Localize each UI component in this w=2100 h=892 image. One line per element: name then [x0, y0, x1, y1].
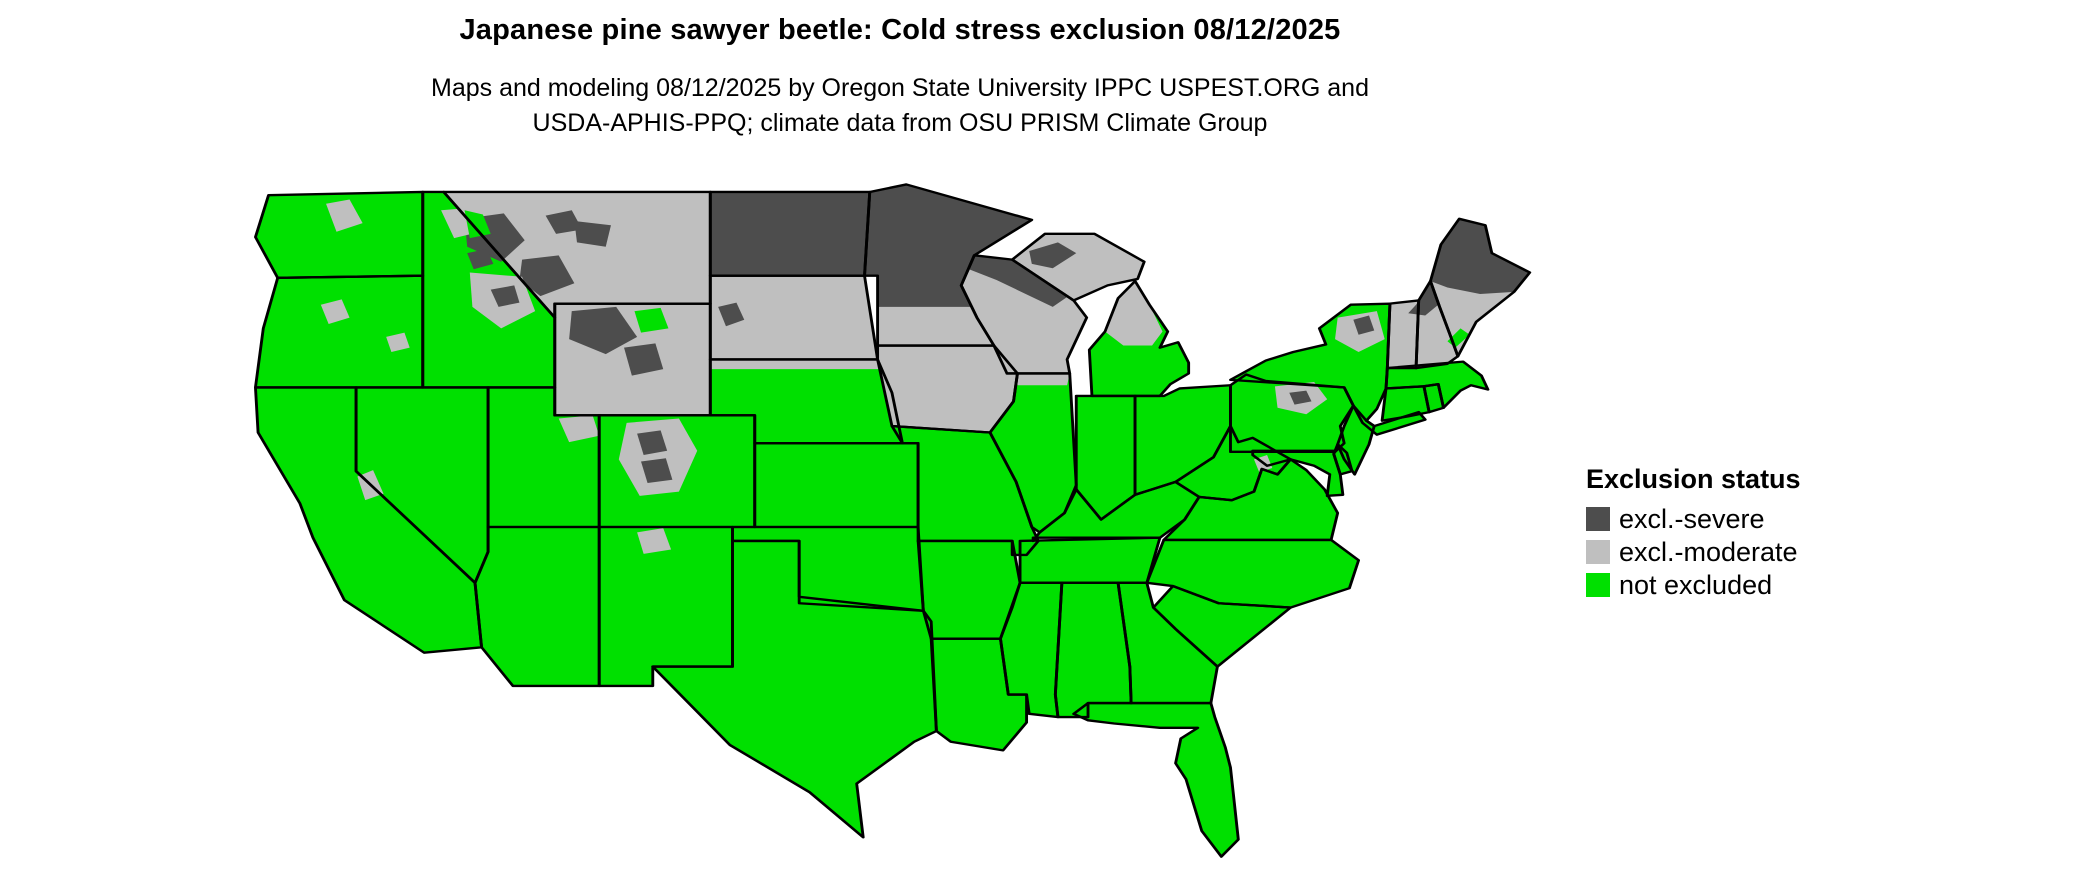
patch-moderate-20: [386, 332, 410, 352]
us-exclusion-map: [254, 183, 1532, 858]
region-iowa: [877, 345, 1018, 433]
patch-severe-15: [637, 430, 668, 456]
legend-swatch-not_excluded: [1586, 573, 1610, 597]
patch-not_excluded-13: [464, 210, 491, 239]
patch-not_excluded-12: [634, 307, 669, 333]
legend-label: excl.-moderate: [1619, 537, 1798, 567]
region-arkansas: [918, 540, 1021, 639]
region-florida: [1073, 703, 1239, 857]
state-borders: [254, 183, 1532, 858]
border-maryland: [1251, 449, 1345, 498]
patch-severe-33: [1430, 218, 1530, 294]
region-illinois: [989, 373, 1077, 533]
region-texas: [652, 540, 937, 838]
border-massachusetts: [1384, 360, 1490, 409]
region-tennessee: [1020, 537, 1160, 583]
patch-severe-4: [574, 220, 611, 247]
region-mississippi: [1000, 582, 1062, 718]
patch-severe-29: [1289, 390, 1312, 405]
exclusion-patches: [320, 184, 1530, 554]
region-nebraska: [710, 359, 903, 444]
figure-header: Japanese pine sawyer beetle: Cold stress…: [0, 14, 1800, 141]
border-michigan-lower: [1087, 279, 1191, 398]
legend-label: not excluded: [1619, 570, 1773, 600]
state-fills: [255, 184, 1530, 857]
subtitle-line-2: USDA-APHIS-PPQ; climate data from OSU PR…: [532, 109, 1268, 137]
region-vermont: [1387, 300, 1419, 369]
map-title: Japanese pine sawyer beetle: Cold stress…: [459, 14, 1341, 46]
region-missouri: [891, 426, 1039, 555]
region-oregon: [255, 275, 423, 388]
border-virginia: [1162, 458, 1340, 542]
patch-severe-11: [624, 343, 664, 376]
map-subtitle: Maps and modeling 08/12/2025 by Oregon S…: [0, 71, 1800, 141]
patch-severe-8: [490, 285, 520, 307]
region-arizona: [475, 527, 600, 686]
legend-items: excl.-severe excl.-moderate not excluded: [1586, 505, 1801, 599]
patch-severe-3: [519, 255, 575, 297]
region-washington: [255, 191, 423, 278]
region-california: [255, 387, 482, 653]
region-alabama: [1055, 582, 1132, 718]
border-michigan-upper: [1010, 232, 1146, 302]
legend-item: not excluded: [1586, 571, 1801, 599]
border-maine: [1429, 217, 1532, 358]
legend-label: excl.-severe: [1619, 504, 1765, 534]
region-north-carolina: [1146, 539, 1359, 608]
legend-title: Exclusion status: [1586, 464, 1801, 494]
patch-severe-0: [864, 184, 1032, 307]
border-illinois: [988, 372, 1078, 534]
border-florida: [1072, 701, 1240, 858]
region-louisiana: [931, 638, 1027, 751]
patch-severe-5: [545, 210, 583, 234]
region-maryland: [1252, 450, 1343, 496]
legend: Exclusion status excl.-severe excl.-moder…: [1586, 464, 1801, 604]
patch-moderate-23: [1006, 373, 1070, 386]
border-mississippi: [999, 581, 1064, 719]
region-virginia: [1163, 459, 1338, 540]
patch-moderate-19: [320, 299, 350, 325]
legend-swatch-severe: [1586, 507, 1610, 531]
patch-moderate-24: [710, 359, 883, 370]
region-georgia: [1118, 582, 1218, 704]
region-south-dakota: [710, 275, 878, 360]
region-kansas: [754, 443, 919, 527]
border-texas: [651, 539, 938, 839]
region-ohio: [1135, 385, 1231, 495]
patch-moderate-18: [326, 199, 363, 232]
region-wisconsin: [961, 255, 1087, 374]
border-new-york: [1229, 302, 1427, 436]
region-new-mexico: [599, 527, 733, 686]
region-north-dakota: [710, 191, 870, 276]
region-massachusetts: [1386, 361, 1488, 408]
patch-moderate-22: [637, 528, 672, 554]
region-oklahoma: [732, 527, 924, 611]
patch-severe-1: [966, 255, 1069, 307]
patch-moderate-17: [558, 415, 600, 443]
region-kentucky: [1033, 481, 1200, 541]
patch-severe-16: [641, 458, 673, 483]
border-new-jersey: [1336, 404, 1376, 476]
subtitle-line-1: Maps and modeling 08/12/2025 by Oregon S…: [431, 74, 1369, 102]
region-indiana: [1076, 395, 1136, 520]
patch-severe-34: [1408, 283, 1439, 316]
legend-item: excl.-severe: [1586, 505, 1801, 533]
patch-severe-25: [718, 302, 745, 327]
legend-item: excl.-moderate: [1586, 538, 1801, 566]
patch-severe-9: [467, 248, 494, 270]
region-nevada: [356, 387, 489, 583]
patch-severe-26: [1029, 242, 1077, 269]
patch-severe-10: [569, 306, 638, 355]
patch-severe-31: [1353, 315, 1375, 335]
legend-swatch-moderate: [1586, 540, 1610, 564]
